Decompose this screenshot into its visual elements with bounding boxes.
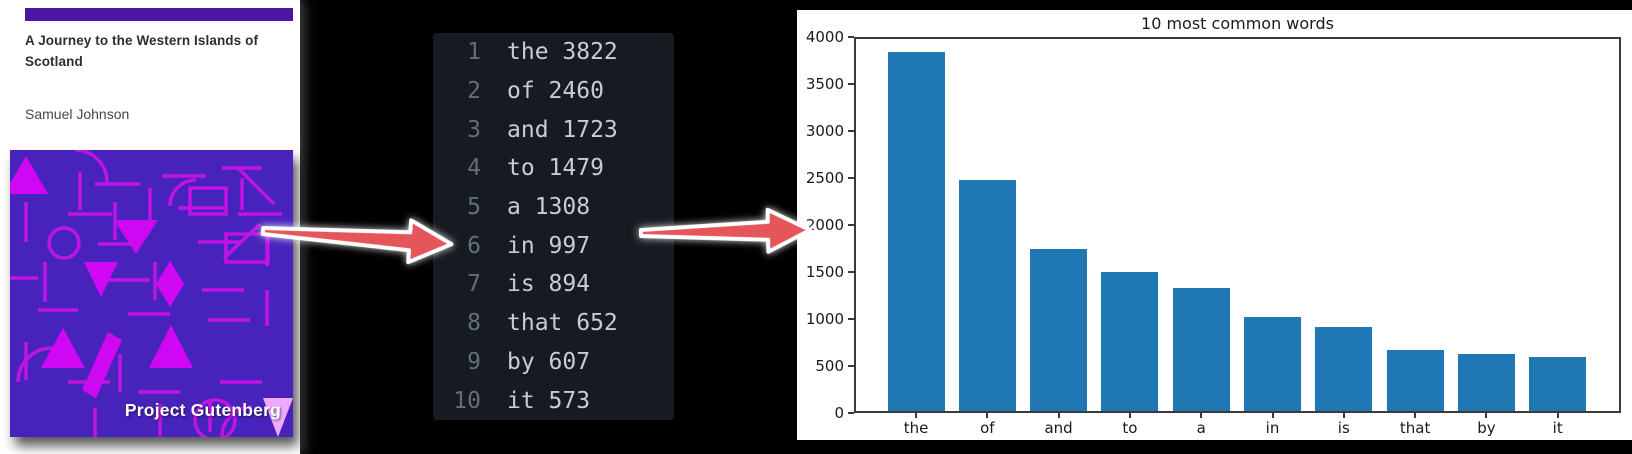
word-count-terminal: 1 the 3822 2 of 2460 3 and 1723 4 to 1479 5 a 130… (433, 33, 674, 420)
y-tick-label: 2500 (805, 169, 844, 187)
word-rank: 6 (467, 232, 481, 259)
word-rank: 5 (467, 194, 481, 221)
x-tick-mark (1556, 413, 1559, 418)
x-tick-label: a (1196, 419, 1206, 437)
word-rank: 8 (467, 310, 481, 337)
word-and-count: a 1308 (507, 194, 591, 221)
geometric-pattern-art (10, 150, 293, 437)
x-tick-label: is (1337, 419, 1350, 437)
y-tick-label: 4000 (805, 28, 844, 46)
bar-the (887, 51, 945, 411)
bar-to (1101, 271, 1159, 411)
book-title: A Journey to the Western Islands of Scot… (25, 33, 259, 69)
cover-art: Project Gutenberg (10, 150, 293, 437)
x-tick-mark (1271, 413, 1274, 418)
word-row: 10 it 573 (433, 381, 674, 420)
y-tick-mark (848, 224, 854, 226)
x-tick-mark (986, 413, 989, 418)
y-tick-mark (848, 177, 854, 179)
cover-accent-bar (25, 8, 293, 21)
word-rank: 9 (467, 348, 481, 375)
x-tick-label: of (980, 419, 995, 437)
x-tick-label: it (1552, 419, 1563, 437)
bar-by (1457, 353, 1515, 411)
bar-is (1315, 326, 1373, 411)
word-and-count: the 3822 (507, 39, 618, 66)
y-tick-label: 500 (815, 357, 844, 375)
bar-and (1030, 249, 1088, 411)
y-tick-mark (848, 271, 854, 273)
y-tick-mark (848, 318, 854, 320)
y-tick-mark (848, 130, 854, 132)
x-tick-label: in (1265, 419, 1280, 437)
word-and-count: that 652 (507, 310, 618, 337)
word-rank: 1 (467, 39, 481, 66)
word-and-count: to 1479 (507, 155, 604, 182)
word-row: 9 by 607 (433, 343, 674, 382)
y-tick-mark (848, 365, 854, 367)
word-and-count: it 573 (507, 387, 591, 414)
y-tick-label: 0 (834, 404, 844, 422)
y-tick-label: 3500 (805, 75, 844, 93)
word-row: 4 to 1479 (433, 149, 674, 188)
y-tick-label: 2000 (805, 216, 844, 234)
publisher-label: Project Gutenberg (124, 400, 281, 420)
y-tick-label: 1500 (805, 263, 844, 281)
book-author: Samuel Johnson (25, 106, 130, 122)
word-and-count: by 607 (507, 348, 591, 375)
y-tick-label: 1000 (805, 310, 844, 328)
word-and-count: is 894 (507, 271, 591, 298)
word-row: 6 in 997 (433, 226, 674, 265)
y-tick-mark (848, 83, 854, 85)
word-rank: 3 (467, 116, 481, 143)
x-tick-mark (1200, 413, 1203, 418)
x-tick-mark (1342, 413, 1345, 418)
x-tick-mark (1414, 413, 1417, 418)
bar-that (1386, 349, 1444, 411)
chart-title: 10 most common words (1141, 14, 1334, 33)
plot-area (854, 37, 1621, 413)
x-tick-mark (1128, 413, 1131, 418)
y-tick-mark (848, 412, 854, 414)
word-and-count: and 1723 (507, 116, 618, 143)
x-tick-mark (1057, 413, 1060, 418)
word-count-rows: 1 the 3822 2 of 2460 3 and 1723 4 to 1479 5 a 130… (433, 33, 674, 420)
x-tick-label: the (903, 419, 929, 437)
word-row: 2 of 2460 (433, 72, 674, 111)
word-and-count: of 2460 (507, 78, 604, 105)
word-row: 1 the 3822 (433, 33, 674, 72)
word-and-count: in 997 (507, 232, 591, 259)
bar-in (1244, 317, 1301, 411)
book-cover: A Journey to the Western Islands of Scot… (0, 0, 300, 454)
word-rank: 2 (467, 78, 481, 105)
word-rank: 4 (467, 155, 481, 182)
x-tick-mark (915, 413, 917, 418)
bar-of (958, 179, 1016, 411)
word-row: 7 is 894 (433, 265, 674, 304)
word-rank: 7 (467, 271, 481, 298)
x-tick-label: that (1399, 419, 1431, 437)
y-tick-label: 3000 (805, 122, 844, 140)
bar-a (1172, 288, 1230, 411)
x-tick-label: to (1122, 419, 1138, 437)
x-tick-label: and (1044, 419, 1073, 437)
y-tick-mark (848, 36, 854, 38)
word-row: 3 and 1723 (433, 110, 674, 149)
word-row: 5 a 1308 (433, 188, 674, 227)
word-rank: 10 (453, 387, 481, 414)
x-tick-mark (1485, 413, 1488, 418)
x-tick-label: by (1477, 419, 1496, 437)
bar-it (1529, 357, 1587, 411)
word-row: 8 that 652 (433, 304, 674, 343)
bar-chart-figure: 10 most common words 0 500 1000 1500 2000 250… (797, 10, 1632, 440)
